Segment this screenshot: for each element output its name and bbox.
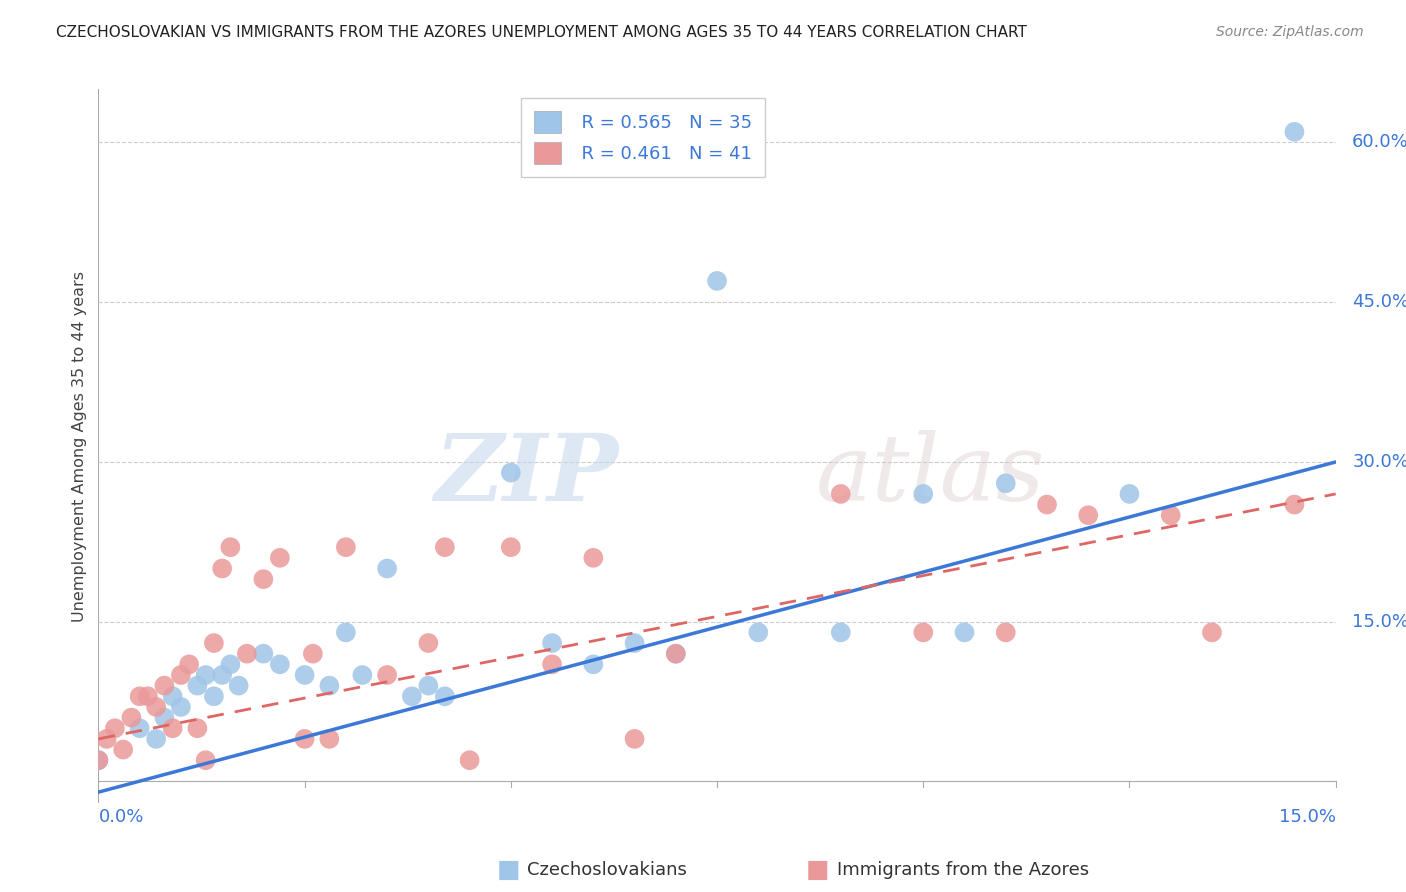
- Point: [499, 466, 522, 480]
- Point: [994, 625, 1017, 640]
- Point: [335, 540, 357, 554]
- Point: [153, 679, 176, 693]
- Point: [582, 550, 605, 565]
- Point: [186, 679, 208, 693]
- Point: [104, 721, 127, 735]
- Text: 45.0%: 45.0%: [1353, 293, 1406, 311]
- Text: 30.0%: 30.0%: [1353, 453, 1406, 471]
- Point: [335, 625, 357, 640]
- Point: [170, 700, 193, 714]
- Point: [912, 487, 935, 501]
- Point: [179, 657, 201, 672]
- Point: [211, 561, 233, 575]
- Text: CZECHOSLOVAKIAN VS IMMIGRANTS FROM THE AZORES UNEMPLOYMENT AMONG AGES 35 TO 44 Y: CZECHOSLOVAKIAN VS IMMIGRANTS FROM THE A…: [56, 25, 1028, 40]
- Point: [994, 476, 1017, 491]
- Point: [252, 572, 274, 586]
- Text: ■: ■: [496, 858, 520, 881]
- Point: [87, 753, 110, 767]
- Text: 0.0%: 0.0%: [98, 808, 143, 826]
- Point: [269, 657, 291, 672]
- Point: [211, 668, 233, 682]
- Point: [433, 690, 456, 704]
- Point: [162, 690, 184, 704]
- Point: [194, 668, 217, 682]
- Text: 15.0%: 15.0%: [1353, 613, 1406, 631]
- Point: [87, 753, 110, 767]
- Point: [830, 487, 852, 501]
- Point: [499, 540, 522, 554]
- Point: [1160, 508, 1182, 523]
- Point: [541, 657, 564, 672]
- Text: Source: ZipAtlas.com: Source: ZipAtlas.com: [1216, 25, 1364, 39]
- Point: [170, 668, 193, 682]
- Point: [458, 753, 481, 767]
- Text: ZIP: ZIP: [434, 430, 619, 519]
- Point: [128, 690, 150, 704]
- Point: [162, 721, 184, 735]
- Point: [120, 710, 142, 724]
- Point: [318, 731, 340, 746]
- Text: 15.0%: 15.0%: [1278, 808, 1336, 826]
- Point: [318, 679, 340, 693]
- Text: atlas: atlas: [815, 430, 1046, 519]
- Text: Immigrants from the Azores: Immigrants from the Azores: [837, 861, 1088, 879]
- Point: [128, 721, 150, 735]
- Point: [153, 710, 176, 724]
- Point: [145, 700, 167, 714]
- Point: [1118, 487, 1140, 501]
- Point: [401, 690, 423, 704]
- Point: [219, 657, 242, 672]
- Point: [1077, 508, 1099, 523]
- Point: [830, 625, 852, 640]
- Point: [418, 636, 440, 650]
- Point: [1201, 625, 1223, 640]
- Point: [136, 690, 159, 704]
- Point: [541, 636, 564, 650]
- Point: [665, 647, 688, 661]
- Point: [582, 657, 605, 672]
- Point: [1284, 498, 1306, 512]
- Point: [302, 647, 325, 661]
- Point: [186, 721, 208, 735]
- Point: [112, 742, 135, 756]
- Point: [352, 668, 374, 682]
- Point: [1284, 125, 1306, 139]
- Point: [912, 625, 935, 640]
- Point: [623, 731, 645, 746]
- Point: [194, 753, 217, 767]
- Point: [96, 731, 118, 746]
- Point: [219, 540, 242, 554]
- Point: [1036, 498, 1059, 512]
- Text: ■: ■: [806, 858, 830, 881]
- Point: [953, 625, 976, 640]
- Point: [202, 636, 225, 650]
- Point: [623, 636, 645, 650]
- Point: [747, 625, 769, 640]
- Text: 60.0%: 60.0%: [1353, 134, 1406, 152]
- Text: Czechoslovakians: Czechoslovakians: [527, 861, 688, 879]
- Point: [375, 561, 398, 575]
- Point: [433, 540, 456, 554]
- Point: [145, 731, 167, 746]
- Point: [706, 274, 728, 288]
- Point: [202, 690, 225, 704]
- Point: [375, 668, 398, 682]
- Legend:   R = 0.565   N = 35,   R = 0.461   N = 41: R = 0.565 N = 35, R = 0.461 N = 41: [522, 98, 765, 177]
- Point: [294, 668, 316, 682]
- Point: [236, 647, 259, 661]
- Y-axis label: Unemployment Among Ages 35 to 44 years: Unemployment Among Ages 35 to 44 years: [72, 270, 87, 622]
- Point: [294, 731, 316, 746]
- Point: [269, 550, 291, 565]
- Point: [252, 647, 274, 661]
- Point: [665, 647, 688, 661]
- Point: [228, 679, 250, 693]
- Point: [418, 679, 440, 693]
